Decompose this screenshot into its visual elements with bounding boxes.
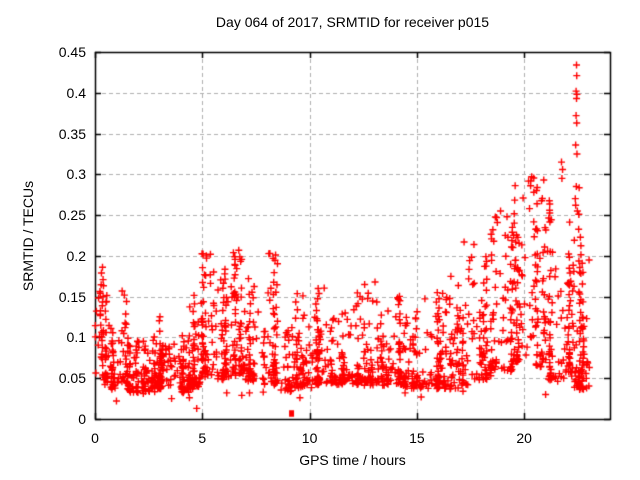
y-tick-label: 0 xyxy=(78,411,86,427)
chart-title: Day 064 of 2017, SRMTID for receiver p01… xyxy=(215,14,490,30)
x-tick-label: 10 xyxy=(301,430,318,446)
y-tick-label: 0.4 xyxy=(66,84,86,101)
y-tick-label: 0.45 xyxy=(58,44,86,60)
y-tick-label: 0.05 xyxy=(58,370,86,387)
y-tick-label: 0.3 xyxy=(66,166,86,183)
x-tick-label: 0 xyxy=(91,430,99,446)
y-tick-label: 0.1 xyxy=(66,329,86,346)
y-tick-label: 0.2 xyxy=(66,247,86,264)
x-tick-label: 5 xyxy=(198,430,207,446)
x-tick-label: 15 xyxy=(409,430,425,446)
y-tick-label: 0.25 xyxy=(58,207,86,224)
y-tick-label: 0.35 xyxy=(58,125,86,142)
y-tick-label: 0.15 xyxy=(58,288,86,305)
x-tick-label: 20 xyxy=(516,430,532,446)
x-axis-label: GPS time / hours xyxy=(299,452,406,468)
